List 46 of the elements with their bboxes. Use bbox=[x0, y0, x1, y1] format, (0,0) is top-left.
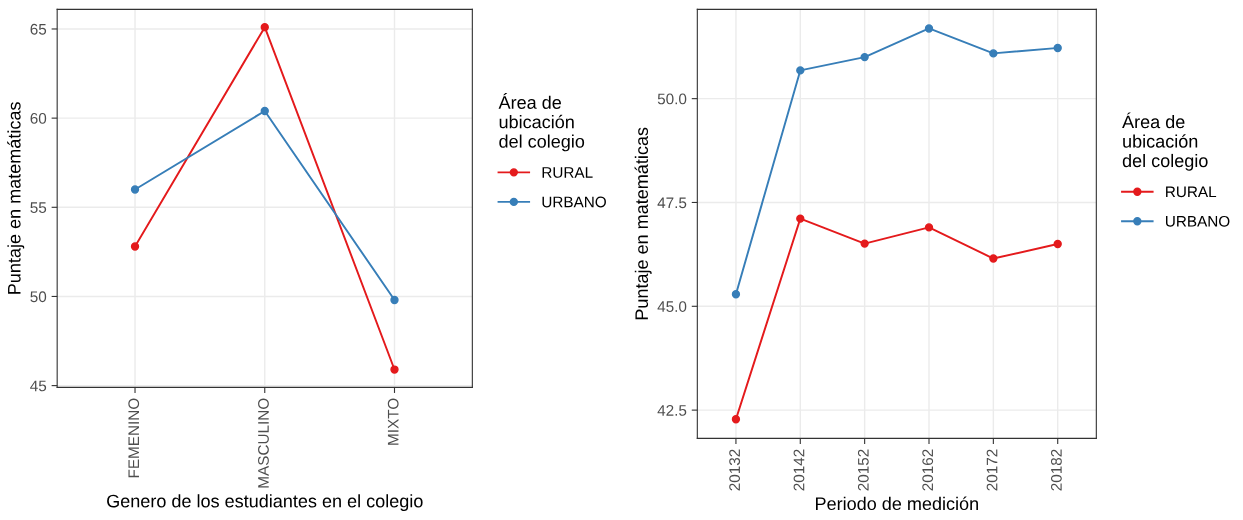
point bbox=[260, 106, 269, 116]
x-tick-label: 20162 bbox=[922, 449, 934, 491]
point bbox=[989, 254, 998, 263]
legend-title: Área de ubicación del colegio bbox=[498, 93, 585, 152]
point bbox=[796, 66, 805, 75]
x-axis-title: Genero de los estudiantes en el colegio bbox=[107, 494, 423, 512]
y-tick-label: 42.5 bbox=[657, 404, 687, 416]
x-tick-label: FEMENINO bbox=[128, 398, 140, 478]
point bbox=[924, 223, 934, 232]
y-tick-label: 47.5 bbox=[657, 197, 687, 209]
point bbox=[860, 52, 869, 62]
legend-label: RURAL bbox=[1166, 186, 1217, 198]
y-axis-title: Puntaje en matemáticas bbox=[634, 127, 652, 320]
point bbox=[1053, 239, 1062, 249]
point bbox=[1053, 43, 1062, 53]
y-tick-label: 45 bbox=[30, 380, 47, 392]
y-tick-label: 60 bbox=[30, 113, 47, 124]
x-tick-label: 20152 bbox=[857, 449, 869, 491]
x-axis-title: Periodo de medición bbox=[816, 496, 978, 511]
x-tick-label: MIXTO bbox=[387, 398, 399, 445]
x-tick-label: 20182 bbox=[1051, 449, 1062, 491]
point bbox=[796, 214, 805, 223]
legend-label: URBANO bbox=[542, 196, 606, 208]
point bbox=[260, 23, 269, 32]
legend-label: RURAL bbox=[542, 167, 593, 178]
y-tick-label: 45.0 bbox=[657, 301, 687, 312]
y-tick-label: 50 bbox=[30, 291, 47, 303]
point bbox=[731, 290, 741, 299]
y-axis-title: Puntaje en matemáticas bbox=[7, 102, 25, 294]
point bbox=[130, 242, 140, 251]
x-tick-label: 20142 bbox=[793, 449, 805, 491]
point bbox=[860, 239, 869, 248]
point bbox=[731, 415, 741, 424]
y-tick-label: 65 bbox=[30, 23, 47, 35]
y-tick-label: 55 bbox=[30, 202, 47, 213]
point bbox=[989, 49, 998, 58]
x-tick-label: 20172 bbox=[986, 449, 998, 491]
point bbox=[130, 185, 140, 194]
legend-label: URBANO bbox=[1166, 215, 1230, 227]
x-tick-label: 20132 bbox=[729, 449, 741, 491]
point bbox=[924, 24, 934, 33]
legend-title: Área de ubicación del colegio bbox=[1122, 112, 1208, 171]
point bbox=[390, 365, 399, 374]
point bbox=[390, 295, 399, 305]
y-tick-label: 50.0 bbox=[657, 93, 687, 105]
x-tick-label: MASCULINO bbox=[258, 398, 269, 488]
